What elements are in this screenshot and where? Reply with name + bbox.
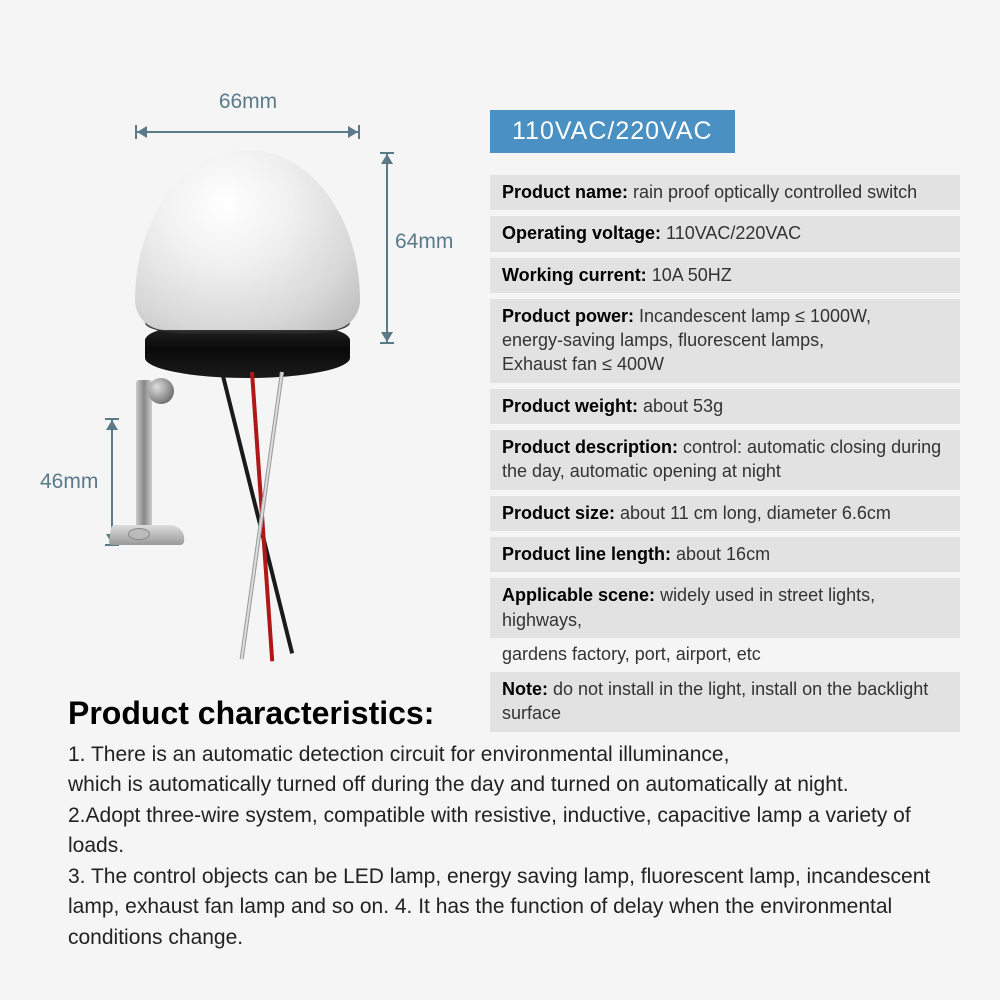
arrow-up-icon xyxy=(381,154,393,164)
product-dome xyxy=(135,150,360,330)
spec-table: Product name: rain proof optically contr… xyxy=(490,175,960,738)
characteristics-list: 1. There is an automatic detection circu… xyxy=(68,740,960,953)
page-container: 66mm 64mm 46mm 110VAC/220VAC Product nam… xyxy=(0,0,1000,1000)
spec-label: Product name: xyxy=(502,182,628,202)
dimension-height-line xyxy=(380,152,394,344)
spec-row: Applicable scene: widely used in street … xyxy=(490,578,960,638)
dimension-bracket-label: 46mm xyxy=(40,470,98,494)
spec-label: Product description: xyxy=(502,437,678,457)
voltage-badge: 110VAC/220VAC xyxy=(490,110,735,153)
spec-value: about 11 cm long, diameter 6.6cm xyxy=(615,503,891,523)
dimension-height-label: 64mm xyxy=(395,230,453,254)
spec-row: Product weight: about 53g xyxy=(490,389,960,424)
spec-row: Product name: rain proof optically contr… xyxy=(490,175,960,210)
arrow-right-icon xyxy=(348,126,358,138)
spec-label: Applicable scene: xyxy=(502,585,655,605)
wire-black xyxy=(220,372,294,654)
spec-label: Working current: xyxy=(502,265,647,285)
characteristics-item: 3. The control objects can be LED lamp, … xyxy=(68,862,960,953)
spec-label: Product power: xyxy=(502,306,634,326)
spec-value: about 16cm xyxy=(671,544,770,564)
dimension-width-label: 66mm xyxy=(133,90,363,114)
spec-label: Product weight: xyxy=(502,396,638,416)
spec-value-overflow: gardens factory, port, airport, etc xyxy=(502,642,960,666)
spec-label: Product line length: xyxy=(502,544,671,564)
spec-row: Product line length: about 16cm xyxy=(490,537,960,572)
spec-value: 110VAC/220VAC xyxy=(661,223,801,243)
arrow-down-icon xyxy=(381,332,393,342)
spec-row: Product size: about 11 cm long, diameter… xyxy=(490,496,960,531)
characteristics-item: 2.Adopt three-wire system, compatible wi… xyxy=(68,801,960,862)
characteristics-item: 1. There is an automatic detection circu… xyxy=(68,740,960,801)
dimension-width-line xyxy=(135,125,360,139)
characteristics-title: Product characteristics: xyxy=(68,695,960,732)
mounting-bracket xyxy=(110,380,155,550)
spec-row: Working current: 10A 50HZ xyxy=(490,258,960,293)
spec-row: Product description: control: automatic … xyxy=(490,430,960,490)
bracket-vertical xyxy=(136,380,152,530)
spec-row: Operating voltage: 110VAC/220VAC xyxy=(490,216,960,251)
bracket-screw xyxy=(148,378,174,404)
spec-row: Product power: Incandescent lamp ≤ 1000W… xyxy=(490,299,960,383)
characteristics-section: Product characteristics: 1. There is an … xyxy=(68,695,960,953)
arrow-left-icon xyxy=(137,126,147,138)
spec-value: 10A 50HZ xyxy=(647,265,732,285)
bracket-hole xyxy=(128,528,150,540)
wire-white xyxy=(240,372,284,660)
spec-value: about 53g xyxy=(638,396,723,416)
spec-label: Operating voltage: xyxy=(502,223,661,243)
spec-label: Product size: xyxy=(502,503,615,523)
spec-value: rain proof optically controlled switch xyxy=(628,182,917,202)
